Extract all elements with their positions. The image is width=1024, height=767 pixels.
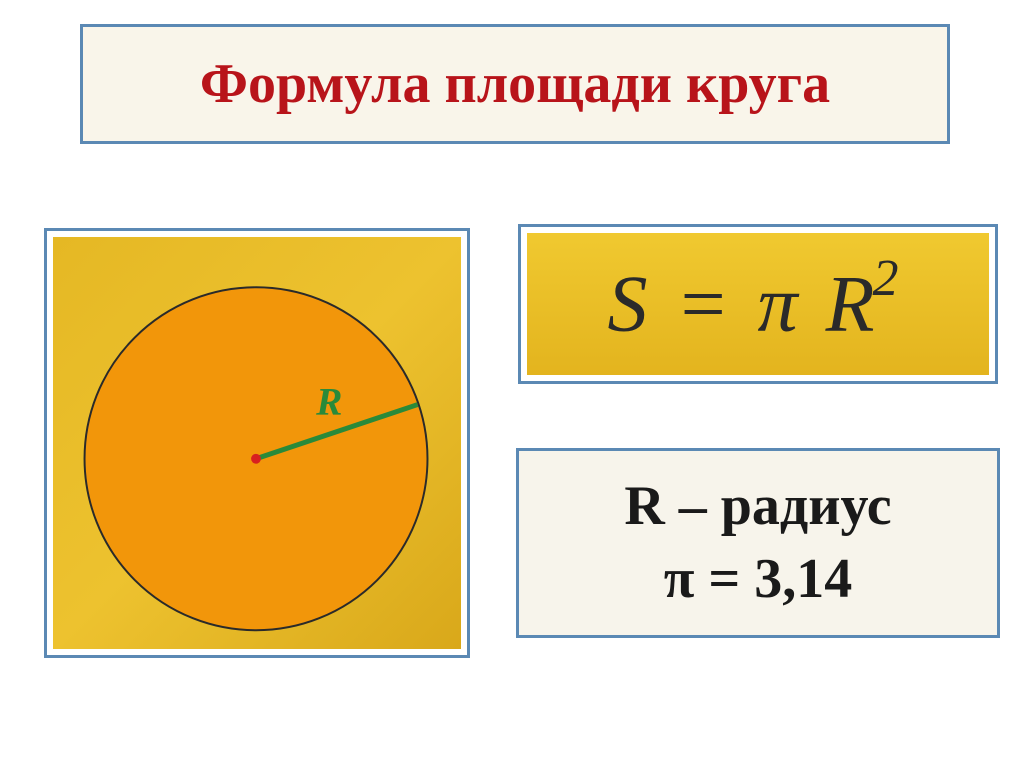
legend-panel: R – радиус π = 3,14 [516,448,1000,638]
title-text: Формула площади круга [200,52,830,116]
legend-line-1: R – радиус [624,470,891,543]
circle-diagram-bg: R [53,237,461,649]
formula-exp: 2 [872,250,902,307]
formula-pi: π [758,261,802,349]
formula-eq: = [652,261,758,349]
formula-s: S [608,261,652,349]
formula-bg: S = π R2 [527,233,989,375]
center-dot [251,454,261,464]
circle-svg: R [53,237,461,649]
radius-label: R [315,379,342,423]
formula-text: S = π R2 [608,257,909,351]
legend-line-2: π = 3,14 [664,543,853,616]
formula-panel: S = π R2 [518,224,998,384]
circle-diagram-panel: R [44,228,470,658]
formula-sp [802,261,826,349]
formula-r: R [826,261,879,349]
title-panel: Формула площади круга [80,24,950,144]
